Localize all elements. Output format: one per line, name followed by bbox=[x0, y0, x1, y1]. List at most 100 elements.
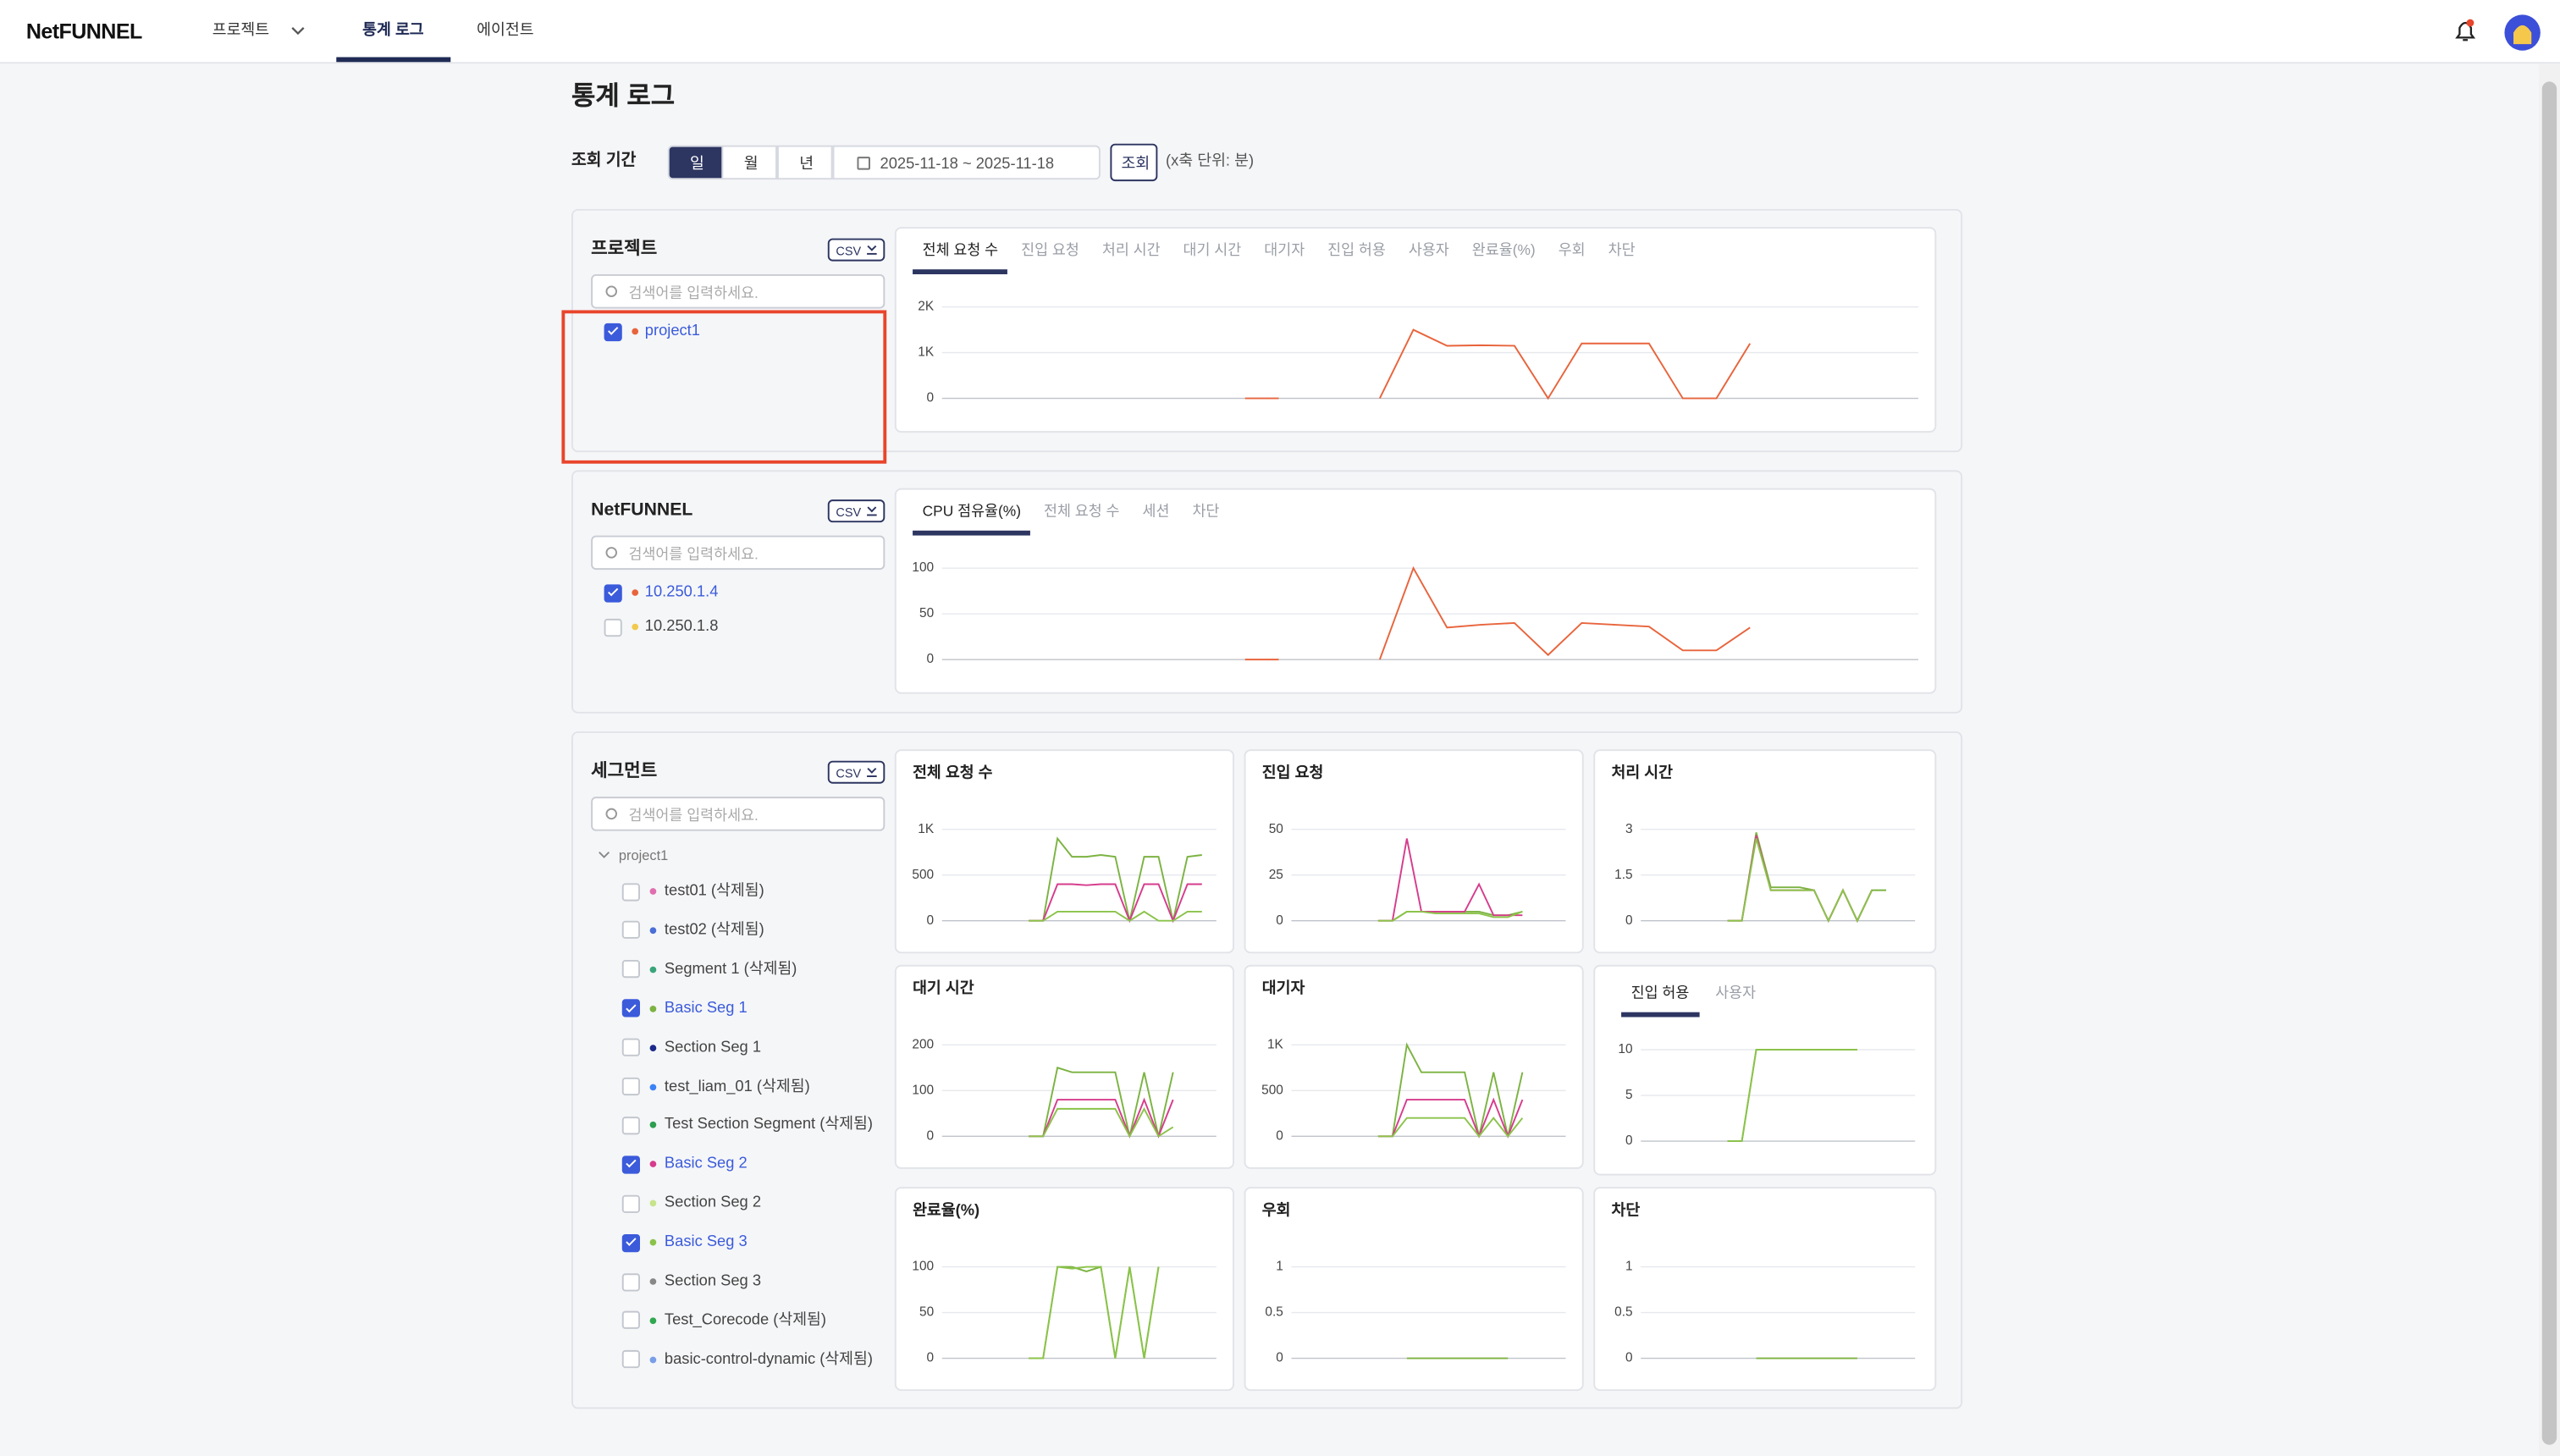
chart-card: 차단 bbox=[1593, 1187, 1937, 1392]
item-label[interactable]: basic-control-dynamic (삭제됨) bbox=[664, 1350, 874, 1369]
period-button[interactable]: 년 bbox=[776, 145, 833, 180]
item-label[interactable]: Basic Seg 3 bbox=[664, 1233, 748, 1251]
tab[interactable]: 대기 시간 bbox=[1183, 241, 1242, 258]
item-dot bbox=[649, 1044, 657, 1051]
csv-button[interactable]: CSV bbox=[827, 499, 886, 523]
checkbox[interactable] bbox=[621, 1272, 640, 1291]
download-icon bbox=[867, 506, 877, 516]
search-input[interactable]: 검색어를 입력하세요. bbox=[591, 273, 886, 309]
search-input[interactable]: 검색어를 입력하세요. bbox=[591, 797, 886, 831]
checkbox[interactable] bbox=[621, 1155, 640, 1174]
checkbox[interactable] bbox=[604, 583, 622, 602]
date-range: 2025-11-18 ~ 2025-11-18 bbox=[880, 154, 1055, 173]
checkbox[interactable] bbox=[621, 1038, 640, 1056]
tab[interactable]: 차단 bbox=[1192, 502, 1220, 520]
period-button-label: 년 bbox=[799, 154, 814, 173]
search-icon bbox=[605, 285, 617, 297]
item-label[interactable]: Basic Seg 2 bbox=[664, 1155, 748, 1173]
csv-button[interactable]: CSV bbox=[827, 760, 886, 784]
item-dot bbox=[649, 1278, 657, 1285]
item-label[interactable]: 10.250.1.4 bbox=[644, 582, 719, 602]
tab-row: CPU 점유율(%) 전체 요청 수 세션 차단 bbox=[913, 502, 1229, 536]
item-label[interactable]: 10.250.1.8 bbox=[644, 617, 719, 636]
tab[interactable]: CPU 점유율(%) bbox=[913, 504, 1031, 536]
search-input[interactable]: 검색어를 입력하세요. bbox=[591, 535, 886, 571]
checkbox[interactable] bbox=[621, 921, 640, 940]
chart-title: 우회 bbox=[1261, 1201, 1291, 1221]
checkmark bbox=[626, 1157, 637, 1168]
chart-card: 대기 시간 bbox=[894, 964, 1234, 1169]
checkbox[interactable] bbox=[621, 960, 640, 979]
tab[interactable]: 진입 허용 bbox=[1327, 241, 1386, 258]
search-button-label: 조회 bbox=[1121, 154, 1150, 173]
item-label[interactable]: Test_Corecode (삭제됨) bbox=[664, 1310, 827, 1330]
item-dot bbox=[632, 328, 639, 335]
item-label[interactable]: test02 (삭제됨) bbox=[664, 920, 764, 940]
checkbox[interactable] bbox=[621, 1116, 640, 1135]
checkbox[interactable] bbox=[621, 1350, 640, 1369]
item-label[interactable]: project1 bbox=[644, 322, 700, 340]
checkbox[interactable] bbox=[621, 1311, 640, 1330]
search-placeholder: 검색어를 입력하세요. bbox=[628, 806, 759, 823]
item-label[interactable]: Basic Seg 1 bbox=[664, 999, 748, 1018]
tab[interactable]: 처리 시간 bbox=[1101, 241, 1161, 258]
item-dot bbox=[649, 1122, 657, 1129]
checkbox[interactable] bbox=[621, 999, 640, 1018]
item-label[interactable]: Segment 1 (삭제됨) bbox=[664, 960, 797, 979]
item-label[interactable]: test01 (삭제됨) bbox=[664, 881, 764, 901]
item-label[interactable]: test_liam_01 (삭제됨) bbox=[664, 1077, 810, 1095]
search-icon bbox=[605, 547, 617, 559]
checkbox[interactable] bbox=[604, 617, 622, 637]
tab[interactable]: 전체 요청 수 bbox=[1044, 502, 1120, 520]
tab[interactable]: 대기자 bbox=[1264, 241, 1305, 258]
checkbox[interactable] bbox=[621, 1233, 640, 1252]
chart-card: 전체 요청 수 진입 요청 처리 시간 대기 시간 대기자 진입 허용 사용자 완료율(%) 우… bbox=[894, 227, 1937, 433]
page-title: 통계 로그 bbox=[571, 83, 676, 112]
item-label[interactable]: Section Seg 1 bbox=[664, 1038, 762, 1056]
tab[interactable]: 전체 요청 수 bbox=[913, 242, 1008, 274]
tab-row: 진입 허용 사용자 bbox=[1621, 984, 1766, 1018]
tab[interactable]: 진입 허용 bbox=[1621, 985, 1699, 1018]
scrollbar-thumb[interactable] bbox=[2541, 81, 2557, 1445]
highlight-box bbox=[561, 310, 887, 464]
tab[interactable]: 우회 bbox=[1558, 241, 1586, 258]
item-label[interactable]: Section Seg 2 bbox=[664, 1194, 762, 1212]
download-icon bbox=[867, 767, 877, 777]
search-icon bbox=[605, 808, 617, 820]
checkbox[interactable] bbox=[621, 1194, 640, 1213]
item-dot bbox=[649, 1200, 657, 1207]
tab[interactable]: 완료율(%) bbox=[1471, 241, 1536, 258]
chart-card: 진입 허용 사용자 bbox=[1593, 964, 1937, 1176]
item-dot bbox=[649, 1083, 657, 1090]
checkbox[interactable] bbox=[604, 322, 622, 341]
date-range-box[interactable]: 2025-11-18 ~ 2025-11-18 bbox=[832, 145, 1101, 180]
logo: NetFUNNEL bbox=[25, 19, 142, 44]
period-button[interactable]: 일 bbox=[667, 145, 724, 180]
item-label[interactable]: Section Seg 3 bbox=[664, 1271, 762, 1291]
nav-item[interactable]: 프로젝트 bbox=[212, 21, 270, 40]
period-button[interactable]: 월 bbox=[721, 145, 777, 180]
checkbox[interactable] bbox=[621, 1077, 640, 1096]
tab[interactable]: 사용자 bbox=[1408, 241, 1449, 258]
chart-title: 대기자 bbox=[1261, 979, 1305, 998]
checkbox[interactable] bbox=[621, 882, 640, 901]
tab[interactable]: 세션 bbox=[1142, 502, 1170, 520]
tree-parent: project1 bbox=[618, 847, 669, 863]
item-label[interactable]: Test Section Segment (삭제됨) bbox=[664, 1116, 874, 1134]
tab[interactable]: 차단 bbox=[1608, 241, 1636, 258]
tab[interactable]: 진입 요청 bbox=[1021, 241, 1079, 258]
search-button[interactable]: 조회 bbox=[1110, 143, 1158, 182]
chart-title: 완료율(%) bbox=[913, 1201, 980, 1221]
nav-item[interactable]: 에이전트 bbox=[477, 21, 534, 40]
nav-item[interactable]: 통계 로그 bbox=[362, 21, 424, 40]
search-placeholder: 검색어를 입력하세요. bbox=[628, 284, 759, 301]
chart-title: 차단 bbox=[1611, 1201, 1641, 1221]
tab[interactable]: 사용자 bbox=[1715, 984, 1757, 1001]
nav-active-underline bbox=[336, 57, 451, 63]
csv-button[interactable]: CSV bbox=[827, 238, 886, 262]
chart-card: 전체 요청 수 bbox=[894, 749, 1234, 954]
axis-note: (x축 단위: 분) bbox=[1165, 152, 1255, 171]
item-dot bbox=[632, 589, 639, 596]
